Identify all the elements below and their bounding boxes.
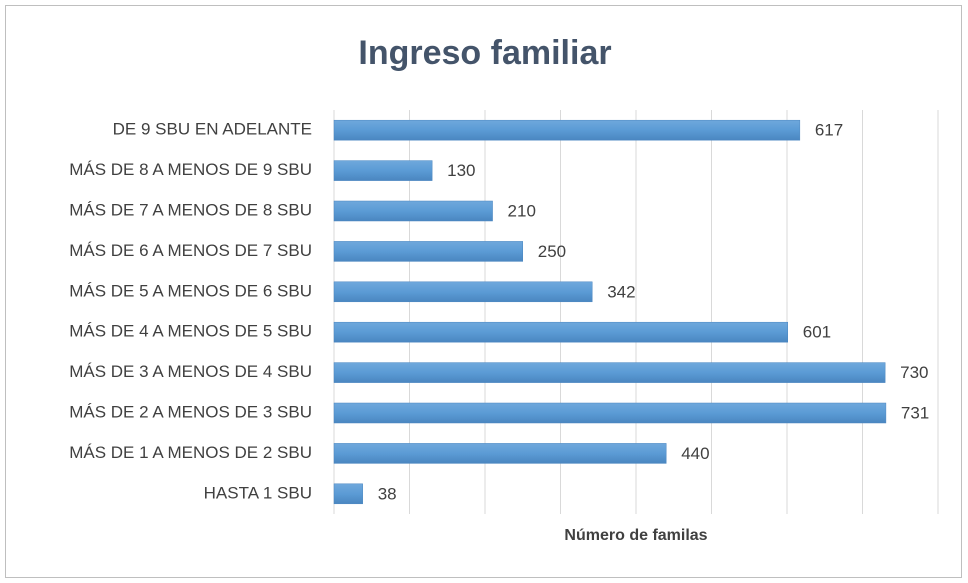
data-label: 617 — [815, 121, 843, 140]
y-tick-label: MÁS DE 3 A MENOS DE 4 SBU — [69, 362, 312, 381]
bar — [333, 483, 363, 505]
data-label: 601 — [803, 323, 831, 342]
y-tick-label: DE 9 SBU EN ADELANTE — [113, 120, 312, 139]
data-label: 250 — [538, 242, 566, 261]
data-label: 130 — [447, 161, 475, 180]
y-tick-label: MÁS DE 5 A MENOS DE 6 SBU — [69, 281, 312, 300]
x-axis-label: Número de familas — [564, 527, 707, 544]
bar — [333, 241, 523, 262]
y-tick-label: MÁS DE 4 A MENOS DE 5 SBU — [69, 322, 312, 341]
data-label: 342 — [607, 282, 635, 301]
bar — [333, 119, 801, 141]
bar — [333, 443, 667, 464]
bar — [333, 200, 493, 222]
bar — [333, 321, 789, 343]
bar — [333, 281, 593, 303]
y-tick-label: MÁS DE 1 A MENOS DE 2 SBU — [69, 443, 312, 462]
data-label: 731 — [901, 403, 929, 422]
y-tick-label: HASTA 1 SBU — [204, 483, 312, 502]
bar — [333, 160, 433, 181]
data-label: 38 — [378, 484, 397, 503]
y-tick-label: MÁS DE 6 A MENOS DE 7 SBU — [69, 241, 312, 260]
data-label: 210 — [508, 201, 536, 220]
y-tick-label: MÁS DE 8 A MENOS DE 9 SBU — [69, 160, 312, 179]
data-label: 440 — [681, 444, 709, 463]
bar — [333, 402, 887, 424]
y-tick-label: MÁS DE 2 A MENOS DE 3 SBU — [69, 402, 312, 421]
bar — [333, 362, 886, 383]
chart-title: Ingreso familiar — [358, 34, 611, 72]
y-tick-label: MÁS DE 7 A MENOS DE 8 SBU — [69, 200, 312, 219]
data-label: 730 — [900, 363, 928, 382]
